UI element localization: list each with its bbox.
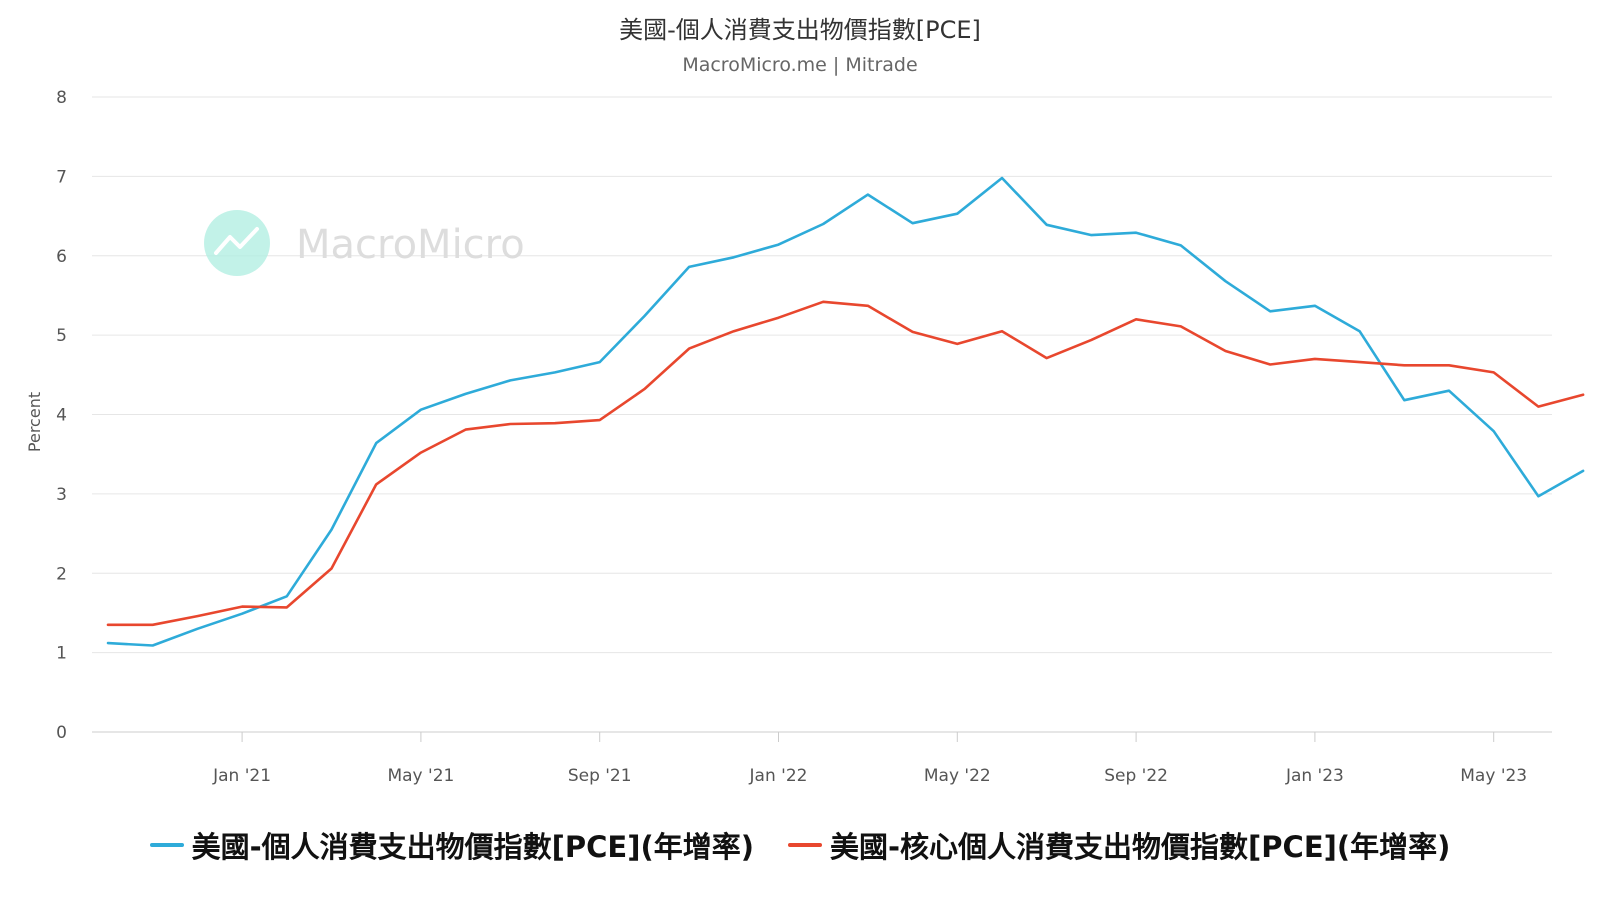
- chart-title: 美國-個人消費支出物價指數[PCE]: [619, 16, 981, 44]
- legend-item-pce[interactable]: 美國-個人消費支出物價指數[PCE](年增率): [149, 824, 754, 866]
- chart-subtitle: MacroMicro.me | Mitrade: [682, 54, 918, 76]
- x-tick-label: Jan '21: [212, 766, 271, 786]
- series-line-pce[interactable]: [106, 176, 1585, 647]
- x-tick-label: May '22: [924, 766, 991, 786]
- legend-label-pce: 美國-個人消費支出物價指數[PCE](年增率): [191, 830, 754, 864]
- y-axis-title: Percent: [25, 392, 44, 452]
- y-tick-label: 7: [56, 167, 67, 187]
- x-tick-label: Sep '22: [1104, 766, 1168, 786]
- legend: 美國-個人消費支出物價指數[PCE](年增率) 美國-核心個人消費支出物價指數[…: [0, 824, 1600, 866]
- grid-lines: [92, 96, 1552, 733]
- y-tick-label: 8: [56, 88, 67, 108]
- watermark: MacroMicro: [204, 210, 525, 276]
- watermark-text: MacroMicro: [296, 222, 525, 268]
- x-axis-ticks: Jan '21 May '21 Sep '21 Jan '22 May '22 Sep '…: [212, 732, 1527, 786]
- legend-item-core-pce[interactable]: 美國-核心個人消費支出物價指數[PCE](年增率): [788, 824, 1450, 866]
- series-lines: [106, 176, 1585, 647]
- y-tick-label: 5: [56, 326, 67, 346]
- y-tick-label: 6: [56, 247, 67, 267]
- y-tick-label: 3: [56, 485, 67, 505]
- x-tick-label: May '23: [1460, 766, 1527, 786]
- watermark-logo-line: [214, 227, 259, 255]
- legend-label-core-pce: 美國-核心個人消費支出物價指數[PCE](年增率): [830, 830, 1451, 864]
- x-tick-label: Jan '23: [1285, 766, 1344, 786]
- legend-swatch-core-pce: [788, 843, 822, 847]
- legend-swatch-pce: [149, 843, 184, 847]
- y-tick-label: 4: [56, 406, 67, 426]
- y-tick-label: 2: [56, 564, 67, 584]
- x-tick-label: Sep '21: [568, 766, 632, 786]
- series-line-core-pce[interactable]: [106, 300, 1585, 627]
- x-tick-label: May '21: [387, 766, 454, 786]
- y-tick-label: 1: [56, 644, 67, 664]
- x-tick-label: Jan '22: [749, 766, 808, 786]
- y-axis-ticks: 0 1 2 3 4 5 6 7 8: [56, 88, 67, 743]
- y-tick-label: 0: [56, 723, 67, 743]
